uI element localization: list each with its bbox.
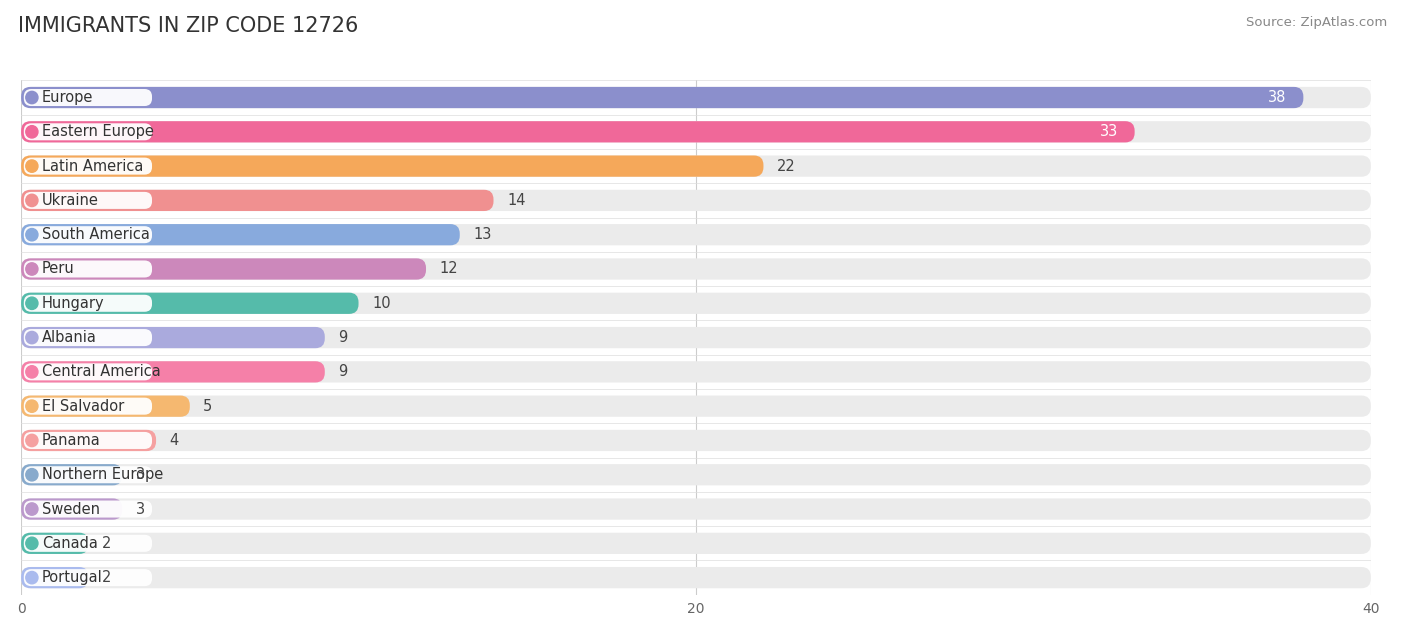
Text: 3: 3: [136, 467, 145, 482]
Circle shape: [25, 400, 38, 412]
Text: Albania: Albania: [42, 330, 97, 345]
Text: 12: 12: [440, 262, 458, 276]
FancyBboxPatch shape: [24, 432, 152, 449]
Circle shape: [25, 263, 38, 275]
Circle shape: [25, 331, 38, 344]
Text: 2: 2: [103, 570, 111, 585]
Text: Eastern Europe: Eastern Europe: [42, 124, 153, 140]
Text: Hungary: Hungary: [42, 296, 104, 311]
FancyBboxPatch shape: [24, 192, 152, 209]
FancyBboxPatch shape: [24, 500, 152, 518]
Circle shape: [25, 125, 38, 138]
Text: Sweden: Sweden: [42, 502, 100, 516]
FancyBboxPatch shape: [21, 87, 1303, 108]
Text: 3: 3: [136, 502, 145, 516]
FancyBboxPatch shape: [21, 361, 1371, 383]
FancyBboxPatch shape: [21, 395, 190, 417]
FancyBboxPatch shape: [21, 430, 156, 451]
Circle shape: [25, 366, 38, 378]
FancyBboxPatch shape: [21, 121, 1135, 143]
FancyBboxPatch shape: [24, 294, 152, 312]
FancyBboxPatch shape: [21, 327, 1371, 349]
FancyBboxPatch shape: [21, 258, 1371, 280]
FancyBboxPatch shape: [24, 123, 152, 140]
Text: Ukraine: Ukraine: [42, 193, 98, 208]
Text: South America: South America: [42, 227, 150, 242]
Circle shape: [25, 434, 38, 447]
Text: 38: 38: [1268, 90, 1286, 105]
Text: Europe: Europe: [42, 90, 93, 105]
FancyBboxPatch shape: [21, 498, 1371, 520]
Circle shape: [25, 297, 38, 309]
Text: 22: 22: [778, 159, 796, 174]
FancyBboxPatch shape: [21, 293, 359, 314]
Circle shape: [25, 91, 38, 104]
FancyBboxPatch shape: [21, 190, 1371, 211]
FancyBboxPatch shape: [21, 395, 1371, 417]
Text: 33: 33: [1099, 124, 1118, 140]
FancyBboxPatch shape: [24, 329, 152, 346]
Text: Central America: Central America: [42, 365, 160, 379]
Text: 14: 14: [508, 193, 526, 208]
FancyBboxPatch shape: [21, 156, 763, 177]
Text: 13: 13: [474, 227, 492, 242]
FancyBboxPatch shape: [21, 464, 1371, 485]
FancyBboxPatch shape: [21, 567, 89, 588]
Text: Portugal: Portugal: [42, 570, 103, 585]
FancyBboxPatch shape: [21, 87, 1371, 108]
FancyBboxPatch shape: [21, 430, 1371, 451]
FancyBboxPatch shape: [24, 158, 152, 175]
FancyBboxPatch shape: [21, 532, 1371, 554]
Circle shape: [25, 194, 38, 206]
FancyBboxPatch shape: [21, 361, 325, 383]
FancyBboxPatch shape: [24, 569, 152, 586]
Text: 9: 9: [339, 365, 347, 379]
Text: 10: 10: [373, 296, 391, 311]
FancyBboxPatch shape: [21, 464, 122, 485]
FancyBboxPatch shape: [21, 567, 1371, 588]
FancyBboxPatch shape: [21, 258, 426, 280]
FancyBboxPatch shape: [21, 327, 325, 349]
FancyBboxPatch shape: [21, 532, 89, 554]
FancyBboxPatch shape: [24, 89, 152, 106]
FancyBboxPatch shape: [21, 121, 1371, 143]
Circle shape: [25, 228, 38, 241]
FancyBboxPatch shape: [24, 260, 152, 278]
Text: 5: 5: [204, 399, 212, 413]
FancyBboxPatch shape: [21, 190, 494, 211]
Text: Source: ZipAtlas.com: Source: ZipAtlas.com: [1247, 16, 1388, 29]
FancyBboxPatch shape: [24, 226, 152, 243]
Text: Canada: Canada: [42, 536, 98, 551]
Text: Panama: Panama: [42, 433, 101, 448]
FancyBboxPatch shape: [24, 466, 152, 484]
Text: IMMIGRANTS IN ZIP CODE 12726: IMMIGRANTS IN ZIP CODE 12726: [18, 16, 359, 36]
FancyBboxPatch shape: [21, 224, 1371, 246]
Text: Peru: Peru: [42, 262, 75, 276]
Circle shape: [25, 160, 38, 172]
FancyBboxPatch shape: [21, 293, 1371, 314]
FancyBboxPatch shape: [21, 156, 1371, 177]
FancyBboxPatch shape: [21, 224, 460, 246]
Circle shape: [25, 503, 38, 515]
Circle shape: [25, 537, 38, 550]
Text: Latin America: Latin America: [42, 159, 143, 174]
Text: Northern Europe: Northern Europe: [42, 467, 163, 482]
Text: El Salvador: El Salvador: [42, 399, 124, 413]
FancyBboxPatch shape: [24, 535, 152, 552]
Text: 4: 4: [170, 433, 179, 448]
Text: 9: 9: [339, 330, 347, 345]
FancyBboxPatch shape: [21, 498, 122, 520]
Text: 2: 2: [103, 536, 111, 551]
FancyBboxPatch shape: [24, 363, 152, 381]
Circle shape: [25, 469, 38, 481]
Circle shape: [25, 572, 38, 584]
FancyBboxPatch shape: [24, 397, 152, 415]
